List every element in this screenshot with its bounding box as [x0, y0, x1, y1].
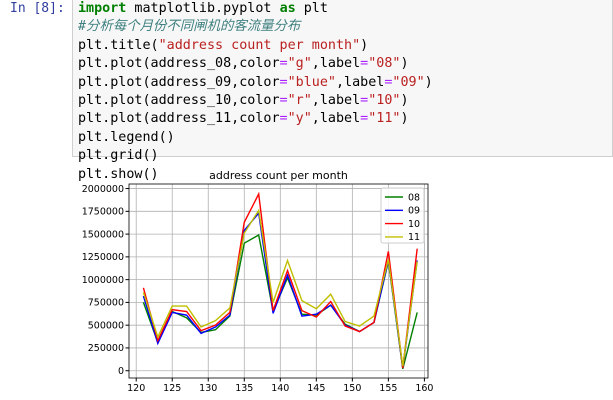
- legend-label-11: 11: [408, 232, 420, 243]
- code-cell[interactable]: import matplotlib.pyplot as plt #分析每个月份不…: [72, 0, 613, 182]
- code-editor[interactable]: import matplotlib.pyplot as plt #分析每个月份不…: [78, 0, 433, 184]
- code-token: "blue": [287, 74, 336, 90]
- y-tick-label: 750000: [88, 298, 124, 309]
- code-token: ,label: [311, 56, 361, 72]
- kw-import: import: [78, 1, 127, 16]
- legend-label-10: 10: [408, 219, 420, 230]
- code-token: ): [400, 56, 409, 72]
- code-token: =: [279, 56, 288, 72]
- chart-title: address count per month: [209, 169, 348, 182]
- code-token: =: [279, 111, 288, 127]
- x-tick-label: 130: [199, 383, 217, 394]
- code-line: plt.show(): [78, 166, 159, 182]
- legend-label-08: 08: [408, 192, 420, 203]
- plot-area: [129, 184, 428, 378]
- x-tick-label: 140: [271, 383, 289, 394]
- comment: #分析每个月份不同闸机的客流量分布: [78, 19, 301, 35]
- code-token: =: [360, 111, 369, 127]
- code-line: plt.grid(): [78, 148, 159, 164]
- module: matplotlib.pyplot: [126, 1, 280, 16]
- code-line: plt.legend(): [78, 129, 175, 145]
- y-tick-label: 1000000: [82, 275, 124, 286]
- code-token: ,label: [335, 74, 385, 90]
- cell-prompt: In [8]:: [10, 1, 65, 16]
- code-string: "address count per month": [158, 37, 361, 53]
- code-token: plt.plot(address_08,color: [78, 56, 280, 72]
- y-tick-label: 1500000: [82, 229, 124, 240]
- x-tick-label: 160: [415, 383, 433, 394]
- code-text: plt.title(: [78, 37, 159, 53]
- code-token: plt.plot(address_09,color: [78, 74, 280, 90]
- x-tick-label: 125: [163, 383, 181, 394]
- y-tick-label: 0: [118, 366, 124, 377]
- code-token: "10": [368, 93, 401, 109]
- code-token: ): [400, 93, 409, 109]
- code-token: "y": [287, 111, 312, 127]
- series-line-11: [142, 208, 418, 367]
- code-token: ): [424, 74, 433, 90]
- code-token: "g": [287, 56, 312, 72]
- code-token: "08": [368, 56, 401, 72]
- code-token: plt.plot(address_11,color: [78, 111, 280, 127]
- code-token: plt.plot(address_10,color: [78, 93, 280, 109]
- code-token: =: [384, 74, 393, 90]
- code-token: =: [279, 74, 288, 90]
- code-token: ,label: [311, 93, 361, 109]
- x-tick-label: 150: [343, 383, 361, 394]
- y-tick-label: 2000000: [82, 184, 124, 195]
- x-tick-label: 120: [127, 383, 145, 394]
- code-token: "09": [392, 74, 425, 90]
- code-token: =: [279, 93, 288, 109]
- code-token: "11": [368, 111, 401, 127]
- alias: plt: [295, 1, 328, 16]
- y-tick-label: 1250000: [82, 252, 124, 263]
- code-token: ): [400, 111, 409, 127]
- legend: [380, 187, 425, 244]
- y-tick-label: 1750000: [82, 207, 124, 218]
- y-tick-label: 500000: [88, 320, 124, 331]
- code-token: "r": [287, 93, 312, 109]
- code-token: =: [360, 56, 369, 72]
- y-tick-label: 250000: [88, 343, 124, 354]
- code-token: ,label: [311, 111, 361, 127]
- x-tick-label: 155: [379, 383, 397, 394]
- x-tick-label: 145: [307, 383, 325, 394]
- code-token: =: [360, 93, 369, 109]
- kw-as: as: [279, 1, 296, 16]
- code-text: ): [360, 37, 369, 53]
- series-line-10: [142, 191, 418, 369]
- legend-label-09: 09: [408, 206, 420, 217]
- axes-frame: [128, 183, 429, 379]
- x-tick-label: 135: [235, 383, 253, 394]
